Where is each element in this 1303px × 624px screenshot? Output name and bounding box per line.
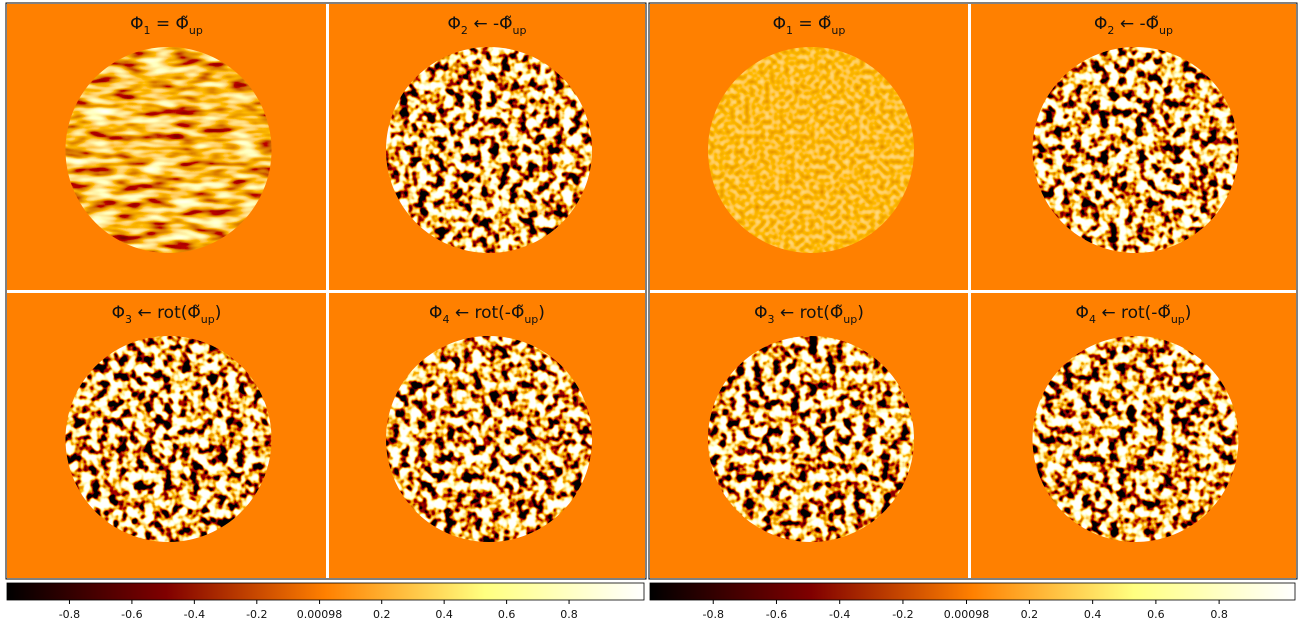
subscript: up [1159, 24, 1173, 37]
noise-disk [65, 336, 272, 542]
subplot: Φ4 ← rot(-Φ̃up) [329, 293, 645, 578]
colorbar-tick-label: 0.4 [1084, 608, 1102, 621]
title-text: ← rot(Φ̃ [775, 303, 844, 323]
subplot: Φ1 = Φ̃up [7, 4, 326, 290]
subplot: Φ3 ← rot(Φ̃up) [650, 293, 968, 578]
subplot-title: Φ4 ← rot(-Φ̃up) [429, 303, 545, 326]
colorbar-tick-label: -0.8 [703, 608, 724, 621]
subscript: 4 [442, 313, 449, 326]
subplot-title: Φ1 = Φ̃up [773, 14, 846, 37]
colorbar-tick-label: -0.4 [184, 608, 205, 621]
title-text: ← -Φ̃ [468, 14, 513, 34]
title-text: ← rot(Φ̃ [132, 303, 201, 323]
subscript: 1 [786, 24, 793, 37]
title-text: ) [1185, 303, 1192, 323]
subplot: Φ1 = Φ̃up [650, 4, 968, 290]
noise-disk [1032, 336, 1239, 542]
colorbar-tick-label: 0.2 [1021, 608, 1039, 621]
subscript: 3 [768, 313, 775, 326]
subplot-title: Φ3 ← rot(Φ̃up) [112, 303, 222, 326]
colorbar [6, 582, 645, 601]
subscript: up [843, 313, 857, 326]
subplot: Φ2 ← -Φ̃up [971, 4, 1296, 290]
noise-disk [386, 47, 592, 253]
subplot: Φ4 ← rot(-Φ̃up) [971, 293, 1296, 578]
title-text: Φ [448, 14, 461, 34]
title-text: ) [857, 303, 864, 323]
colorbar-tick-label: 0.6 [1147, 608, 1165, 621]
colorbar-tick-label: 0.6 [498, 608, 516, 621]
noise-disk [708, 47, 914, 253]
colorbar-tick-label: -0.4 [829, 608, 850, 621]
subplot: Φ3 ← rot(Φ̃up) [7, 293, 326, 578]
colorbar-tick-label: 0.2 [373, 608, 391, 621]
subplot-title: Φ2 ← -Φ̃up [448, 14, 527, 37]
title-text: = Φ̃ [793, 14, 831, 34]
title-text: Φ [429, 303, 442, 323]
colorbar-tick-label: -0.8 [59, 608, 80, 621]
subscript: up [831, 24, 845, 37]
subscript: up [513, 24, 527, 37]
noise-disk [386, 336, 592, 542]
noise-disk [1032, 47, 1239, 253]
title-text: Φ [773, 14, 786, 34]
subscript: 2 [461, 24, 468, 37]
subscript: up [524, 313, 538, 326]
title-text: Φ [1076, 303, 1089, 323]
title-text: ← rot(-Φ̃ [1096, 303, 1171, 323]
subscript: up [1171, 313, 1185, 326]
title-text: Φ [130, 14, 143, 34]
title-text: ← rot(-Φ̃ [449, 303, 524, 323]
noise-disk [708, 336, 914, 542]
title-text: Φ [112, 303, 125, 323]
colorbar [649, 582, 1296, 601]
colorbar-tick-label: 0.4 [435, 608, 453, 621]
noise-disk [65, 47, 272, 253]
title-text: ) [215, 303, 222, 323]
subplot: Φ2 ← -Φ̃up [329, 4, 645, 290]
title-text: ← -Φ̃ [1114, 14, 1159, 34]
title-text: Φ [1094, 14, 1107, 34]
subplot-title: Φ1 = Φ̃up [130, 14, 203, 37]
colorbar-tick-label: 0.00098 [297, 608, 343, 621]
title-text: Φ [754, 303, 767, 323]
colorbar-tick-label: -0.2 [246, 608, 267, 621]
subscript: 3 [125, 313, 132, 326]
colorbar-tick-label: -0.2 [892, 608, 913, 621]
subscript: 2 [1107, 24, 1114, 37]
subscript: 4 [1089, 313, 1096, 326]
title-text: ) [538, 303, 545, 323]
colorbar-tick-label: -0.6 [766, 608, 787, 621]
subscript: up [189, 24, 203, 37]
colorbar-tick-label: 0.8 [1210, 608, 1228, 621]
colorbar-tick-label: 0.8 [560, 608, 578, 621]
colorbar-tick-label: 0.00098 [944, 608, 990, 621]
colorbar-tick-label: -0.6 [121, 608, 142, 621]
subscript: 1 [143, 24, 150, 37]
subplot-title: Φ4 ← rot(-Φ̃up) [1076, 303, 1192, 326]
subplot-title: Φ3 ← rot(Φ̃up) [754, 303, 864, 326]
subplot-title: Φ2 ← -Φ̃up [1094, 14, 1173, 37]
subscript: up [201, 313, 215, 326]
title-text: = Φ̃ [150, 14, 188, 34]
